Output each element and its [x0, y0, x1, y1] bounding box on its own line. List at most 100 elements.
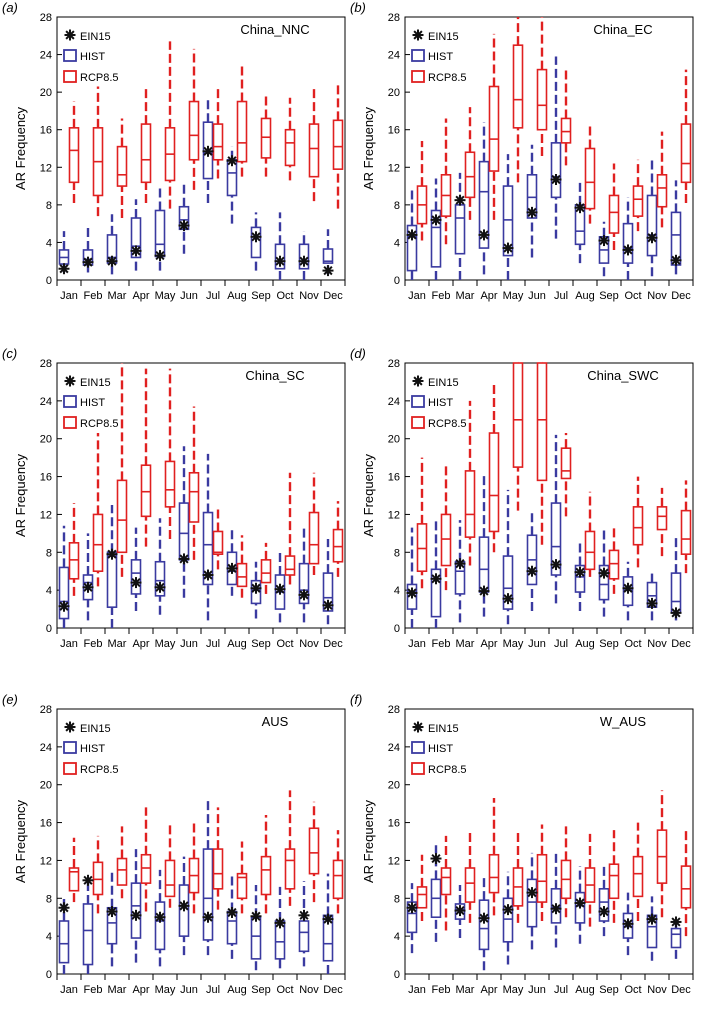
y-tick-label: 24 — [388, 50, 400, 62]
ein15-marker-dec — [322, 265, 334, 277]
rcp-box-aug — [584, 491, 596, 577]
rcp-box-nov — [656, 131, 668, 228]
rcp-box-jul — [560, 69, 572, 166]
rcp-box-sep — [260, 95, 272, 177]
rcp-box-oct — [632, 822, 644, 921]
rcp-box-jun — [188, 48, 200, 190]
hist-box-mar — [106, 504, 118, 628]
ein15-marker-jun — [178, 553, 190, 565]
y-tick-label: 12 — [388, 162, 400, 174]
legend-ein15-symbol — [412, 375, 424, 387]
legend-label-ein15: EIN15 — [80, 377, 111, 389]
hist-box-apr — [478, 122, 490, 275]
hist-iqr-box — [478, 536, 490, 593]
hist-box-jun — [178, 182, 190, 254]
rcp-iqr-box — [560, 117, 572, 144]
legend-hist-symbol — [411, 395, 425, 408]
y-tick-label: 16 — [388, 472, 400, 484]
x-tick-label: Nov — [299, 984, 319, 996]
x-tick-label: Jun — [180, 638, 198, 650]
ein15-marker-jul — [550, 903, 562, 915]
rcp-box-may — [512, 832, 524, 923]
hist-box-jun — [526, 852, 538, 950]
panel-label: (d) — [350, 346, 366, 361]
y-tick-label: 8 — [46, 200, 52, 212]
rcp-box-jun — [536, 362, 548, 545]
hist-iqr-box — [478, 160, 490, 249]
y-tick-label: 4 — [46, 585, 52, 597]
rcp-box-apr — [140, 88, 152, 203]
hist-box-nov — [298, 231, 310, 280]
rcp-box-dec — [680, 69, 692, 203]
rcp-iqr-box — [140, 853, 152, 884]
y-axis-label: AR Frequency — [13, 799, 28, 883]
rcp-iqr-box — [512, 44, 524, 129]
y-tick-label: 28 — [40, 358, 52, 370]
rcp-box-oct — [284, 472, 296, 585]
rcp-iqr-box — [236, 562, 248, 588]
x-tick-label: Feb — [84, 290, 103, 302]
rcp-box-jun — [188, 820, 200, 914]
hist-iqr-box — [250, 916, 262, 960]
x-tick-label: Aug — [227, 984, 247, 996]
x-tick-label: Dec — [671, 638, 691, 650]
x-tick-label: Jul — [554, 290, 568, 302]
ein15-marker-feb — [430, 573, 442, 585]
x-tick-label: Jun — [528, 290, 546, 302]
rcp-box-feb — [92, 433, 104, 587]
legend-rcp-symbol — [411, 70, 425, 83]
panel-label: (c) — [2, 346, 17, 361]
legend-label-hist: HIST — [80, 743, 105, 755]
rcp-box-may — [164, 824, 176, 908]
rcp-iqr-box — [680, 865, 692, 909]
x-tick-label: Apr — [480, 290, 497, 302]
ein15-marker-jul — [550, 559, 562, 571]
rcp-iqr-box — [284, 555, 296, 576]
rcp-box-aug — [236, 65, 248, 177]
ein15-marker-may — [154, 250, 166, 262]
rcp-iqr-box — [488, 853, 500, 894]
rcp-box-jan — [416, 457, 428, 589]
chart-panel-a: 0 4 8 12 16 20 24 28 Jan Feb Mar Apr May Jun Jul Aug Sep… — [2, 0, 346, 302]
ein15-marker-nov — [298, 589, 310, 601]
rcp-box-aug — [236, 535, 248, 598]
x-tick-label: Dec — [671, 290, 691, 302]
y-tick-label: 28 — [388, 12, 400, 24]
chart-panel-e: 0 4 8 12 16 20 24 28 Jan Feb Mar Apr May Jun Jul Aug Sep… — [2, 692, 346, 996]
rcp-box-nov — [308, 86, 320, 202]
hist-iqr-box — [106, 551, 118, 608]
x-tick-label: May — [503, 290, 524, 302]
x-tick-label: Sep — [599, 290, 619, 302]
rcp-iqr-box — [680, 509, 692, 555]
rcp-iqr-box — [284, 848, 296, 890]
hist-box-feb — [430, 178, 442, 280]
rcp-iqr-box — [260, 855, 272, 896]
hist-box-feb — [82, 533, 94, 621]
y-tick-label: 4 — [46, 237, 52, 249]
rcp-iqr-box — [284, 128, 296, 167]
rcp-iqr-box — [440, 867, 452, 896]
x-tick-label: Mar — [456, 290, 475, 302]
ein15-marker-oct — [274, 917, 286, 929]
y-axis-label: AR Frequency — [361, 453, 376, 537]
rcp-iqr-box — [332, 528, 344, 563]
rcp-iqr-box — [536, 853, 548, 903]
rcp-box-oct — [632, 476, 644, 568]
hist-iqr-box — [526, 174, 538, 219]
hist-iqr-box — [82, 903, 94, 966]
y-axis-label: AR Frequency — [13, 106, 28, 190]
hist-iqr-box — [406, 224, 418, 272]
rcp-box-jul — [560, 433, 572, 517]
rcp-box-nov — [308, 801, 320, 903]
ein15-marker-dec — [670, 607, 682, 619]
y-tick-label: 16 — [40, 818, 52, 830]
hist-box-jul — [550, 56, 562, 239]
x-tick-label: Sep — [251, 290, 271, 302]
ein15-marker-jun — [526, 887, 538, 899]
rcp-iqr-box — [608, 194, 620, 234]
y-tick-label: 24 — [40, 742, 52, 754]
ein15-marker-may — [502, 242, 514, 254]
y-tick-label: 20 — [388, 780, 400, 792]
hist-box-jan — [58, 896, 70, 974]
ein15-marker-aug — [226, 906, 238, 918]
